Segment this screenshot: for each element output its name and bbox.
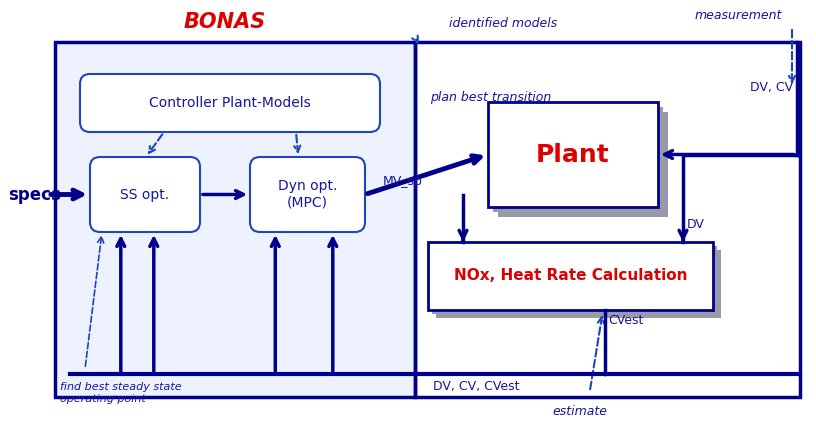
Text: measurement: measurement bbox=[694, 9, 782, 22]
Bar bbox=[415, 42, 800, 397]
Bar bbox=[428, 242, 713, 310]
Bar bbox=[436, 250, 721, 318]
Bar bbox=[493, 107, 663, 212]
Text: MV_sp: MV_sp bbox=[383, 176, 423, 189]
Text: DV, CV: DV, CV bbox=[750, 81, 793, 94]
FancyBboxPatch shape bbox=[80, 74, 380, 132]
Bar bbox=[432, 246, 717, 314]
Text: CVest: CVest bbox=[609, 314, 644, 327]
Text: identified models: identified models bbox=[449, 17, 557, 30]
Bar bbox=[55, 42, 415, 397]
Text: Dyn opt.
(MPC): Dyn opt. (MPC) bbox=[277, 179, 337, 210]
Bar bbox=[498, 112, 668, 217]
Text: find best steady state
operating point: find best steady state operating point bbox=[60, 382, 182, 403]
Text: Plant: Plant bbox=[536, 143, 610, 167]
Text: Controller Plant-Models: Controller Plant-Models bbox=[149, 96, 311, 110]
Text: DV, CV, CVest: DV, CV, CVest bbox=[433, 380, 520, 393]
Text: SS opt.: SS opt. bbox=[121, 187, 170, 201]
Text: plan best transition: plan best transition bbox=[430, 90, 552, 103]
Text: estimate: estimate bbox=[552, 405, 607, 418]
FancyBboxPatch shape bbox=[90, 157, 200, 232]
Text: DV: DV bbox=[687, 218, 705, 231]
Text: specs: specs bbox=[8, 186, 61, 203]
Text: BONAS: BONAS bbox=[184, 12, 266, 32]
FancyBboxPatch shape bbox=[250, 157, 365, 232]
Text: NOx, Heat Rate Calculation: NOx, Heat Rate Calculation bbox=[454, 268, 687, 284]
Bar bbox=[488, 102, 658, 207]
